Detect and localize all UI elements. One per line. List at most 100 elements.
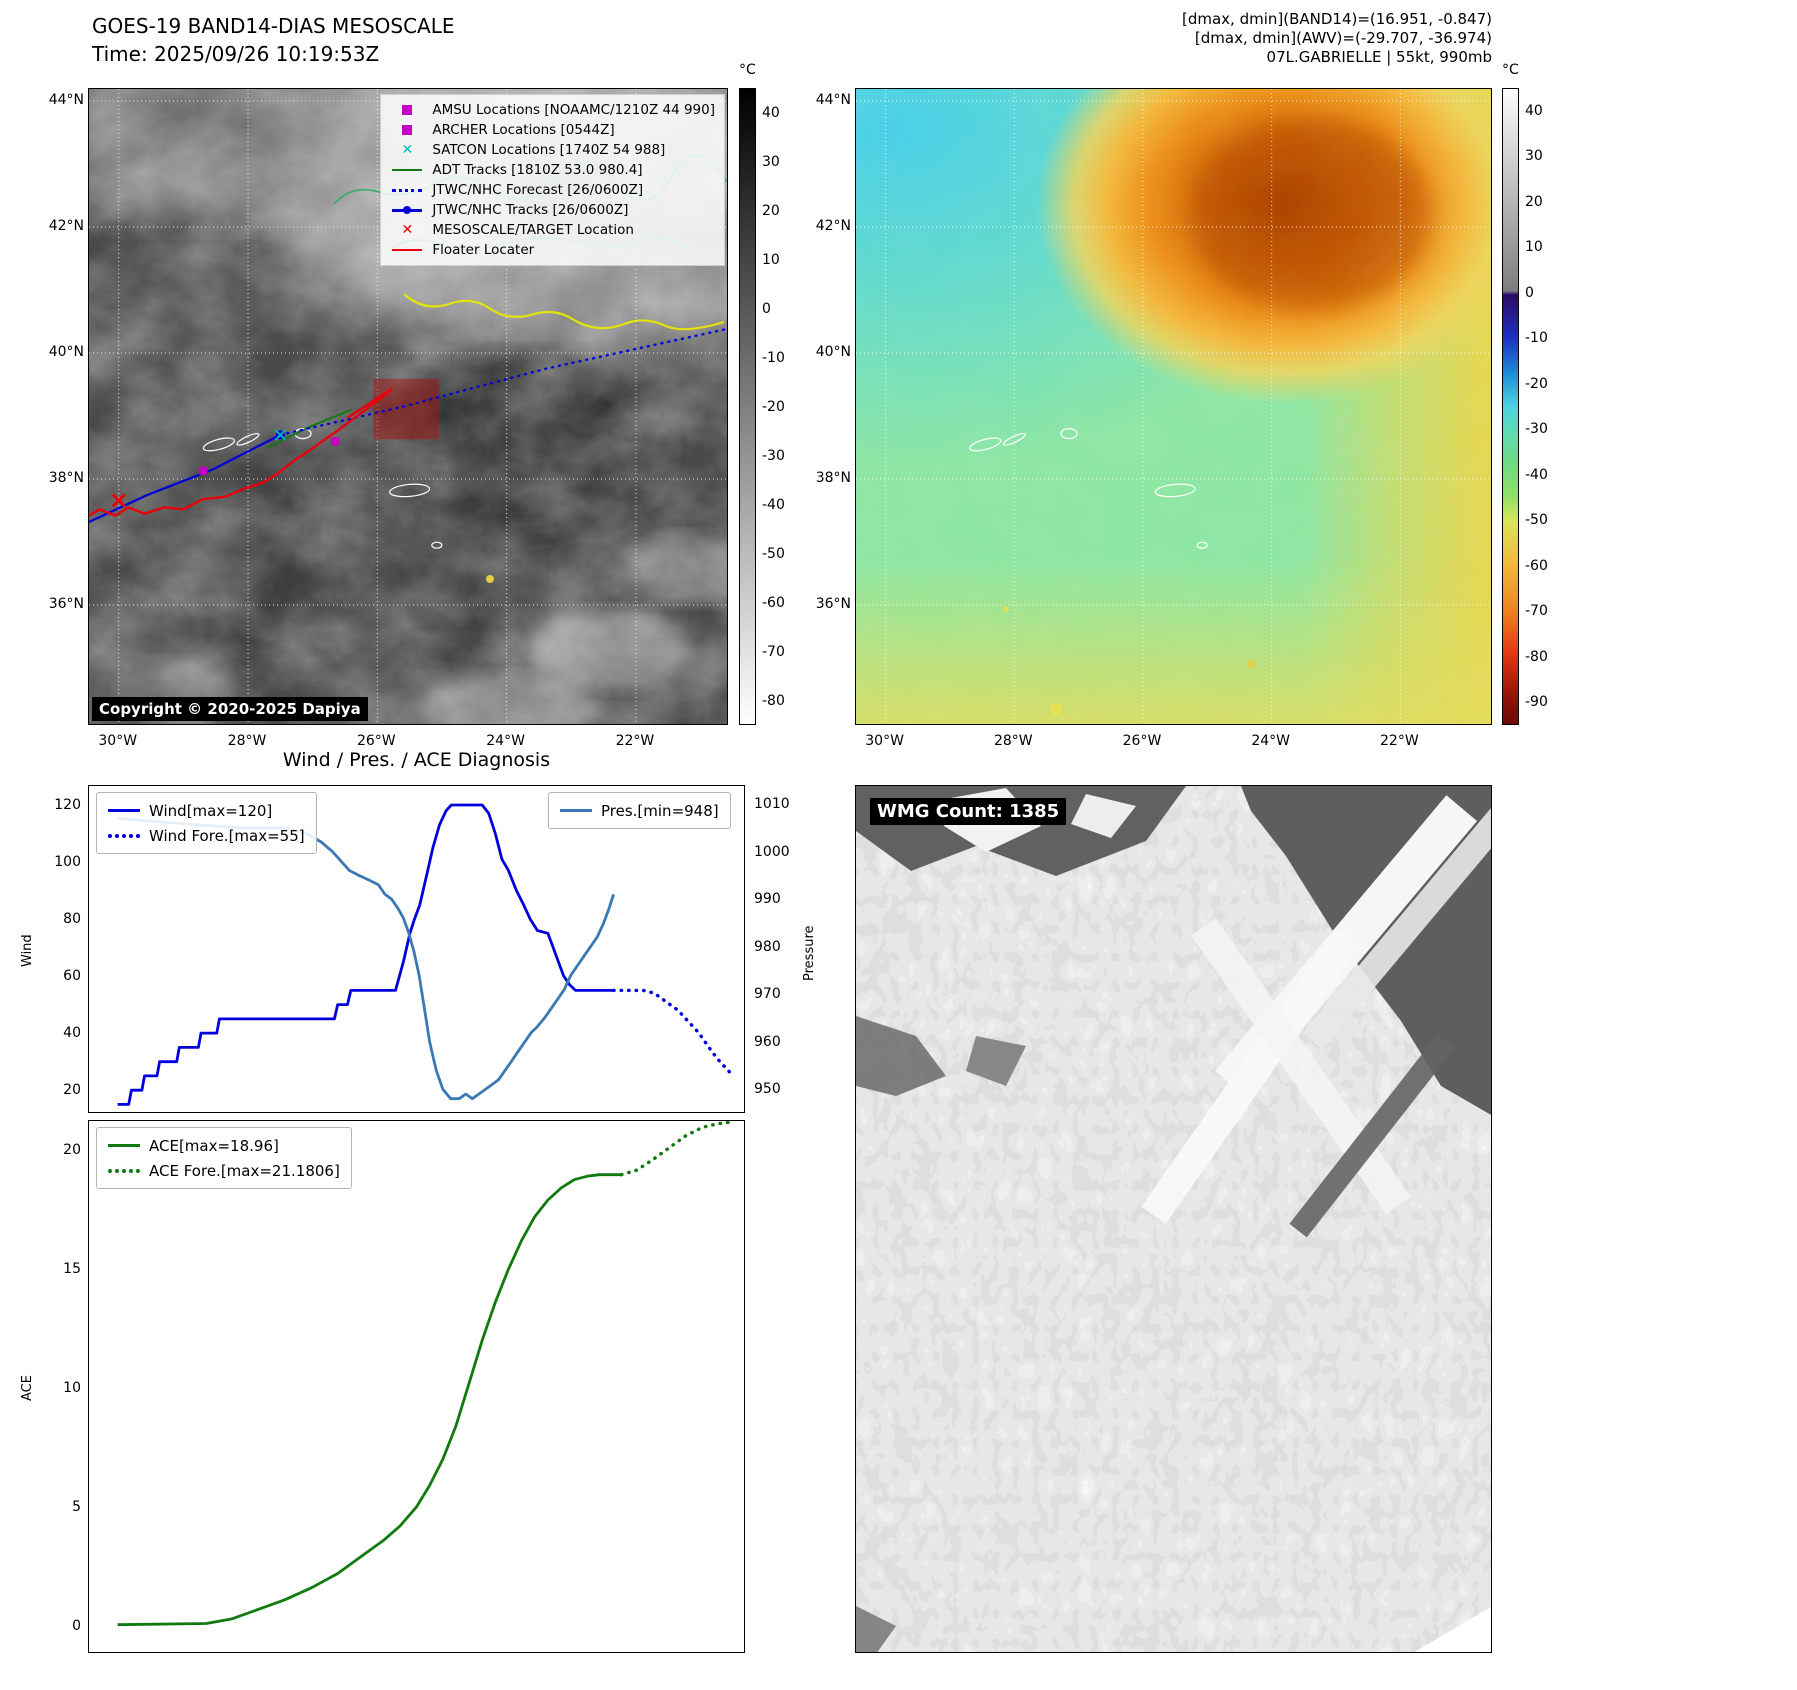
wmg-mosaic-panel: WMG Count: 1385 [855, 785, 1492, 1653]
tick-label: -40 [762, 496, 785, 513]
legend-item: Pres.[min=948] [560, 798, 719, 823]
tick-label: 990 [754, 891, 781, 908]
tick-label: 100 [54, 854, 81, 870]
map-legend-item: JTWC/NHC Forecast [26/0600Z] [390, 180, 715, 200]
map-legend-label: ARCHER Locations [0544Z] [432, 122, 615, 138]
island-contour [1196, 541, 1208, 549]
jtwc-forecast-track [279, 327, 727, 437]
tick-label: -20 [1525, 375, 1548, 392]
island-contour [202, 437, 236, 452]
wind-pressure-plot [88, 785, 745, 1113]
yellow-contour [403, 293, 725, 331]
charts-title: Wind / Pres. / ACE Diagnosis [282, 749, 551, 771]
pressure-line-swatch [560, 809, 592, 812]
dark-streak [1289, 1034, 1455, 1238]
island-contour [1002, 432, 1026, 446]
map-legend-label: SATCON Locations [1740Z 54 988] [432, 142, 666, 158]
tick-label: -80 [762, 692, 785, 709]
tr-headers: [dmax, dmin](BAND14)=(16.951, -0.847) [d… [900, 10, 1492, 67]
map-legend-item: JTWC/NHC Tracks [26/0600Z] [390, 200, 715, 220]
tick-label: -70 [762, 643, 785, 660]
tick-label: -60 [762, 594, 785, 611]
tl-colorbar-unit: °C [739, 62, 756, 78]
tr-header-awv: [dmax, dmin](AWV)=(-29.707, -36.974) [1194, 29, 1492, 47]
tick-label: 10 [63, 1379, 81, 1396]
island-coastlines [969, 428, 1208, 549]
tick-label: 0 [72, 1617, 81, 1634]
tick-label: -20 [762, 398, 785, 415]
tick-label: -90 [1525, 694, 1548, 711]
tick-label: 15 [63, 1260, 81, 1277]
tr-header-storm: 07L.GABRIELLE | 55kt, 990mb [1266, 48, 1492, 66]
legend-item: Wind Fore.[max=55] [108, 823, 305, 848]
copyright-badge: Copyright © 2020-2025 Dapiya [92, 697, 368, 721]
bright-patch [1071, 794, 1136, 838]
legend-item: ACE[max=18.96] [108, 1133, 340, 1158]
line-dot-legend-marker-icon [390, 205, 424, 214]
tick-label: 28°W [227, 733, 267, 749]
map-legend-item: ✕ SATCON Locations [1740Z 54 988] [390, 140, 715, 160]
tick-label: 5 [72, 1498, 81, 1515]
dark-region [966, 1036, 1026, 1086]
wind-line-swatch [108, 809, 140, 812]
dark-region [856, 1016, 946, 1096]
series-dotted [619, 1120, 734, 1177]
tick-label: 20 [63, 1082, 81, 1099]
island-contour [389, 483, 431, 498]
ace-chart: ACE[max=18.96] ACE Fore.[max=21.1806] [88, 1120, 745, 1653]
tick-label: -10 [762, 349, 785, 366]
tick-label: 30°W [98, 733, 138, 749]
series-solid [117, 1173, 622, 1627]
map-legend-item: ADT Tracks [1810Z 53.0 980.4] [390, 160, 715, 180]
tick-label: 20 [1525, 193, 1543, 210]
grayscale-colorbar [739, 88, 756, 725]
tl-title-line1: GOES-19 BAND14-DIAS MESOSCALE [92, 14, 455, 38]
tick-label: 36°N [48, 596, 84, 613]
tick-label: 42°N [48, 217, 84, 234]
mesoscale-target-box [373, 378, 439, 440]
island-contour [969, 437, 1002, 452]
tick-label: 26°W [1122, 733, 1162, 749]
warm-spot [486, 575, 494, 583]
map-legend-item: ✕ MESOSCALE/TARGET Location [390, 220, 715, 240]
tick-label: 20 [762, 202, 780, 219]
floater-track [89, 388, 393, 518]
map-legend-item: ARCHER Locations [0544Z] [390, 120, 715, 140]
satcon-marker [274, 429, 287, 441]
map-legend-item: AMSU Locations [NOAAMC/1210Z 44 990] [390, 100, 715, 120]
tick-label: 1010 [754, 796, 790, 812]
tick-label: 10 [762, 251, 780, 268]
square-legend-marker-icon [390, 105, 424, 115]
dotted-legend-marker-icon [390, 188, 424, 192]
island-contour [1060, 428, 1078, 440]
legend-item: Wind[max=120] [108, 798, 305, 823]
tick-label: 30°W [865, 733, 904, 749]
tick-label: 40°N [48, 343, 84, 360]
tick-label: 960 [754, 1033, 781, 1050]
tick-label: 40 [1525, 102, 1543, 119]
tick-label: 30 [1525, 148, 1543, 165]
tick-label: 0 [1525, 284, 1534, 301]
map-legend-label: ADT Tracks [1810Z 53.0 980.4] [432, 162, 643, 178]
tick-label: 38°N [815, 470, 851, 486]
ir-color-satellite-map [855, 88, 1492, 725]
x-legend-marker-icon: ✕ [401, 142, 414, 158]
tick-label: 40°N [815, 343, 851, 360]
tick-label: 980 [754, 938, 781, 955]
ir-grayscale-satellite-map: AMSU Locations [NOAAMC/1210Z 44 990] ARCH… [88, 88, 728, 725]
bright-streak [1141, 928, 1361, 1224]
tick-label: 42°N [815, 217, 851, 234]
tick-label: 60 [63, 968, 81, 985]
series-solid [117, 816, 615, 1101]
tick-label: 950 [754, 1081, 781, 1098]
tick-label: 22°W [615, 733, 655, 749]
tick-label: -30 [1525, 421, 1548, 438]
wind-axis-label: Wind [20, 934, 35, 967]
tl-title: GOES-19 BAND14-DIAS MESOSCALE Time: 2025… [92, 12, 455, 68]
wind-pressure-series [117, 803, 735, 1106]
ace-forecast-swatch [108, 1168, 140, 1173]
tick-label: 120 [54, 796, 81, 813]
pressure-legend: Pres.[min=948] [548, 792, 731, 829]
legend-item: ACE Fore.[max=21.1806] [108, 1158, 340, 1183]
